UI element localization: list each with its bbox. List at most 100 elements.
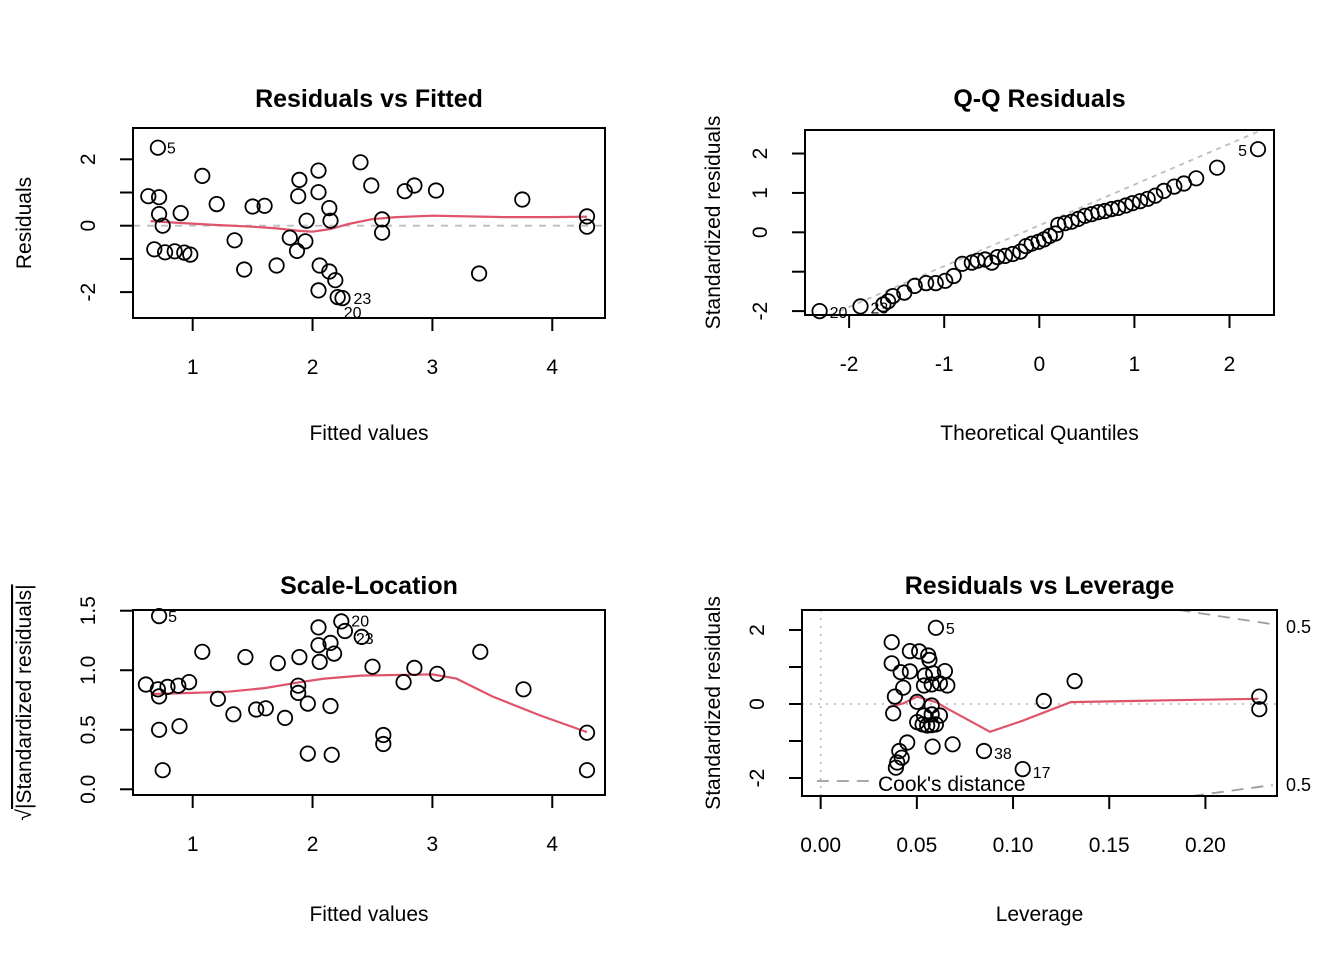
data-point	[1251, 688, 1268, 705]
data-point	[364, 658, 381, 675]
x-tick-label: 1	[187, 833, 199, 856]
data-point	[151, 206, 168, 223]
x-tick-label: -2	[840, 353, 859, 376]
plot-box	[132, 127, 606, 319]
cook-contour-bottom	[1191, 784, 1273, 797]
data-point	[1014, 760, 1031, 778]
data-point	[310, 619, 327, 636]
data-point	[257, 700, 274, 717]
y-tick-label: 1.0	[77, 656, 100, 685]
data-point	[154, 217, 171, 234]
data-point	[182, 246, 199, 263]
data-point	[353, 628, 370, 646]
data-point	[1066, 672, 1083, 690]
data-point	[927, 619, 945, 636]
data-point	[236, 261, 253, 278]
panel-title: Scale-Location	[280, 572, 458, 600]
data-point	[325, 645, 343, 662]
y-tick-label: -2	[746, 769, 769, 788]
data-point	[901, 663, 919, 680]
data-point	[208, 196, 225, 213]
x-tick-label: 0.20	[1185, 834, 1226, 857]
y-axis-title: √|Standardized residuals|	[13, 584, 36, 820]
y-axis-title: Standardized residuals	[702, 596, 725, 810]
data-point	[322, 634, 339, 652]
y-tick-label: 2	[77, 153, 100, 165]
x-tick-label: 1	[187, 356, 199, 379]
data-point	[1155, 182, 1173, 199]
y-tick-label: 2	[746, 624, 769, 636]
data-point	[427, 182, 445, 199]
data-point	[276, 709, 294, 727]
data-point	[917, 274, 935, 292]
data-point	[310, 282, 327, 299]
data-point	[159, 678, 176, 696]
data-point	[299, 745, 316, 762]
x-axis-title: Fitted values	[309, 903, 428, 926]
cook-distance-label: Cook's distance	[878, 773, 1026, 796]
data-point	[375, 735, 392, 753]
plot-box	[132, 609, 606, 796]
data-point	[194, 167, 211, 184]
data-point	[954, 255, 971, 272]
data-point	[852, 298, 869, 315]
y-axis-title-part: |Standardized residuals|	[13, 584, 36, 809]
y-tick-label: 0	[77, 220, 100, 232]
data-point	[290, 684, 307, 702]
data-point	[321, 263, 338, 280]
panel-title: Residuals vs Leverage	[905, 572, 1175, 600]
y-tick-label: 1.5	[77, 596, 100, 625]
data-point	[983, 254, 1000, 271]
data-point	[151, 688, 168, 705]
data-point	[146, 241, 163, 258]
y-tick-label: 0.5	[77, 715, 100, 744]
data-point	[1124, 195, 1141, 212]
data-point	[194, 643, 211, 660]
data-point	[578, 762, 596, 779]
data-point	[909, 693, 926, 710]
data-point	[373, 224, 391, 241]
data-point	[578, 208, 596, 225]
y-tick-label: 1	[749, 187, 772, 199]
data-point	[288, 242, 306, 259]
data-point	[1047, 225, 1064, 242]
data-point	[1117, 197, 1134, 214]
data-point	[336, 622, 353, 640]
data-point	[406, 659, 423, 677]
data-point	[269, 654, 286, 672]
data-point	[1249, 141, 1267, 158]
data-point	[209, 690, 226, 707]
x-axis-title: Leverage	[996, 903, 1084, 926]
x-axis-title: Theoretical Quantiles	[940, 422, 1138, 445]
data-point	[901, 642, 919, 660]
data-point	[1139, 190, 1156, 207]
data-point	[322, 212, 339, 229]
data-point	[1188, 170, 1205, 187]
data-point	[406, 177, 423, 194]
data-point	[1035, 692, 1052, 710]
point-label: 5	[1238, 143, 1247, 160]
data-point	[472, 643, 489, 660]
x-tick-label: 0.15	[1089, 834, 1130, 857]
point-label: 5	[946, 621, 955, 638]
data-point	[373, 211, 391, 228]
data-point	[363, 177, 380, 194]
point-label: 17	[1033, 765, 1051, 782]
data-point	[291, 171, 308, 188]
x-tick-label: 0.00	[800, 834, 841, 857]
data-point	[931, 675, 949, 692]
data-point	[875, 296, 892, 313]
data-point	[924, 738, 941, 755]
data-point	[151, 607, 168, 625]
x-tick-label: 0.05	[896, 834, 937, 857]
data-point	[470, 265, 488, 282]
y-tick-label: 0	[749, 226, 772, 238]
x-tick-label: 2	[307, 833, 319, 856]
data-point	[151, 721, 168, 738]
data-point	[879, 293, 897, 310]
data-point	[899, 734, 916, 751]
data-point	[883, 655, 900, 672]
point-label: 20	[344, 305, 362, 322]
